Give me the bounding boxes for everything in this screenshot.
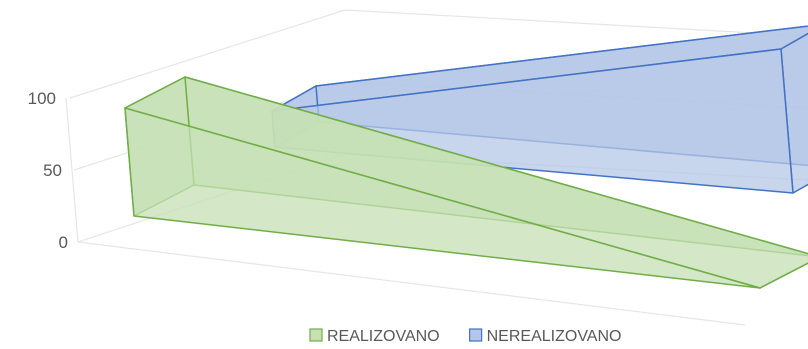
area-front-face — [124, 107, 761, 289]
y-tick-label: 50 — [43, 161, 62, 180]
legend-label: NEREALIZOVANO — [487, 328, 622, 345]
legend: REALIZOVANO NEREALIZOVANO — [309, 328, 622, 345]
gridline — [69, 9, 808, 99]
series-layer — [124, 25, 808, 289]
floor-edge — [77, 241, 746, 326]
y-tick-label: 0 — [59, 233, 68, 252]
series-realizovano — [124, 76, 808, 289]
axis-layer: 0 50 100 — [28, 89, 68, 252]
legend-label: REALIZOVANO — [327, 328, 440, 345]
legend-item: NEREALIZOVANO — [469, 328, 622, 345]
side-wall-edge — [65, 97, 79, 243]
area-right-face — [759, 262, 808, 289]
y-tick-label: 100 — [28, 89, 56, 108]
legend-swatch — [309, 328, 323, 342]
legend-swatch — [469, 328, 483, 342]
legend-item: REALIZOVANO — [309, 328, 440, 345]
